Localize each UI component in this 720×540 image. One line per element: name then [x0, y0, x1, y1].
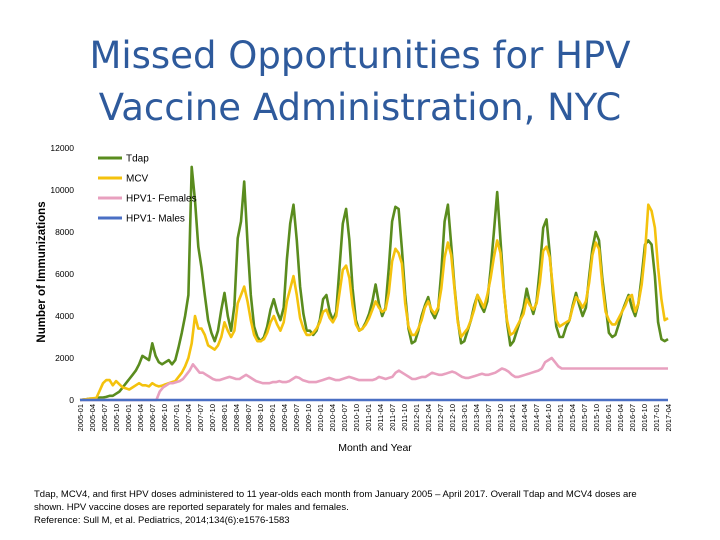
x-tick-label: 2013-01	[460, 404, 469, 432]
x-axis-title: Month and Year	[338, 442, 412, 454]
x-tick-label: 2011-01	[364, 404, 373, 431]
x-tick-label: 2014-07	[532, 404, 541, 432]
x-tick-label: 2008-04	[232, 404, 241, 432]
legend-label: HPV1- Females	[126, 194, 197, 205]
legend-label: Tdap	[126, 154, 149, 165]
x-tick-label: 2017-01	[652, 404, 661, 432]
x-tick-label: 2010-07	[340, 404, 349, 432]
x-tick-label: 2015-10	[592, 404, 601, 432]
footer-line-3: Reference: Sull M, et al. Pediatrics, 20…	[34, 515, 290, 526]
y-tick-label: 8000	[55, 227, 74, 237]
series-line-hpv1-females	[80, 356, 668, 402]
x-tick-label: 2015-07	[580, 404, 589, 432]
title-line-2: Vaccine Administration, NYC	[98, 86, 622, 126]
title-line-1: Missed Opportunities for HPV	[89, 34, 631, 77]
x-tick-label: 2011-04	[376, 404, 385, 431]
y-axis-title: Number of Immunizations	[36, 201, 48, 342]
x-tick-label: 2015-04	[568, 404, 577, 432]
series-line-mcv	[79, 203, 669, 402]
x-tick-label: 2006-10	[160, 404, 169, 432]
x-tick-label: 2014-01	[508, 404, 517, 432]
footer-line-2: shown. HPV vaccine doses are reported se…	[34, 502, 349, 513]
x-tick-label: 2016-07	[628, 404, 637, 432]
x-tick-label: 2016-04	[616, 404, 625, 432]
x-tick-label: 2013-10	[496, 404, 505, 432]
x-tick-label: 2005-07	[100, 404, 109, 432]
x-tick-label: 2006-04	[136, 404, 145, 432]
footer-note: Tdap, MCV4, and first HPV doses administ…	[34, 488, 674, 527]
x-tick-label: 2010-04	[328, 404, 337, 432]
x-tick-label: 2005-04	[88, 404, 97, 432]
x-tick-label: 2007-04	[184, 404, 193, 432]
x-tick-label: 2010-01	[316, 404, 325, 432]
legend-label: MCV	[126, 174, 149, 185]
x-tick-label: 2014-10	[544, 404, 553, 432]
x-tick-label: 2008-10	[256, 404, 265, 432]
x-tick-label: 2005-01	[76, 404, 85, 432]
x-tick-label: 2016-01	[604, 404, 613, 432]
legend-label: HPV1- Males	[126, 214, 185, 225]
y-tick-label: 4000	[55, 311, 74, 321]
x-tick-label: 2012-01	[412, 404, 421, 432]
x-tick-label: 2006-07	[148, 404, 157, 432]
footer-line-1: Tdap, MCV4, and first HPV doses administ…	[34, 489, 637, 500]
x-tick-label: 2017-04	[664, 404, 673, 432]
y-tick-label: 0	[69, 395, 74, 405]
x-tick-label: 2009-10	[304, 404, 313, 432]
x-tick-label: 2008-07	[244, 404, 253, 432]
x-tick-label: 2016-10	[640, 404, 649, 432]
x-tick-label: 2009-04	[280, 404, 289, 432]
x-tick-label: 2013-07	[484, 404, 493, 432]
x-tick-label: 2006-01	[124, 404, 133, 432]
x-tick-label: 2010-10	[352, 404, 361, 432]
x-tick-label: 2012-10	[448, 404, 457, 432]
y-tick-label: 6000	[55, 269, 74, 279]
x-tick-label: 2011-10	[400, 404, 409, 431]
x-tick-label: 2009-01	[268, 404, 277, 432]
y-tick-label: 10000	[50, 185, 74, 195]
x-tick-label: 2013-04	[472, 404, 481, 432]
slide-title: Missed Opportunities for HPV Vaccine Adm…	[0, 30, 720, 126]
x-tick-label: 2015-01	[556, 404, 565, 432]
x-tick-label: 2009-07	[292, 404, 301, 432]
x-tick-label: 2008-01	[220, 404, 229, 432]
y-tick-label: 12000	[50, 143, 74, 153]
x-tick-label: 2005-10	[112, 404, 121, 432]
x-tick-label: 2012-04	[424, 404, 433, 432]
x-tick-label: 2007-10	[208, 404, 217, 432]
x-tick-label: 2007-01	[172, 404, 181, 432]
x-tick-label: 2014-04	[520, 404, 529, 432]
x-tick-label: 2007-07	[196, 404, 205, 432]
x-tick-label: 2012-07	[436, 404, 445, 432]
y-tick-label: 2000	[55, 353, 74, 363]
x-tick-label: 2011-07	[388, 404, 397, 431]
